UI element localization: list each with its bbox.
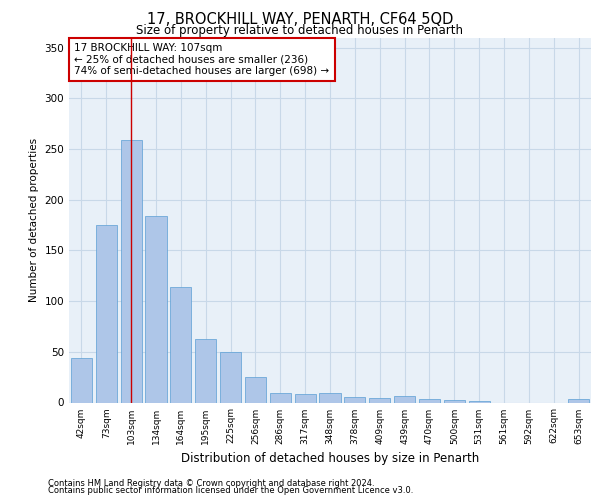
Bar [170,287,191,403]
Bar [96,225,117,402]
Bar [419,400,440,402]
Bar [394,396,415,402]
Bar [319,394,341,402]
Text: 17, BROCKHILL WAY, PENARTH, CF64 5QD: 17, BROCKHILL WAY, PENARTH, CF64 5QD [147,12,453,26]
Text: Contains HM Land Registry data © Crown copyright and database right 2024.: Contains HM Land Registry data © Crown c… [48,478,374,488]
Bar [568,400,589,402]
Bar [71,358,92,403]
Y-axis label: Number of detached properties: Number of detached properties [29,138,39,302]
X-axis label: Distribution of detached houses by size in Penarth: Distribution of detached houses by size … [181,452,479,465]
Bar [195,338,216,402]
Bar [295,394,316,402]
Bar [344,398,365,402]
Bar [145,216,167,402]
Bar [270,394,291,402]
Text: 17 BROCKHILL WAY: 107sqm
← 25% of detached houses are smaller (236)
74% of semi-: 17 BROCKHILL WAY: 107sqm ← 25% of detach… [74,43,329,76]
Text: Size of property relative to detached houses in Penarth: Size of property relative to detached ho… [137,24,464,37]
Bar [121,140,142,402]
Text: Contains public sector information licensed under the Open Government Licence v3: Contains public sector information licen… [48,486,413,495]
Bar [369,398,390,402]
Bar [245,377,266,402]
Bar [220,352,241,403]
Bar [444,400,465,402]
